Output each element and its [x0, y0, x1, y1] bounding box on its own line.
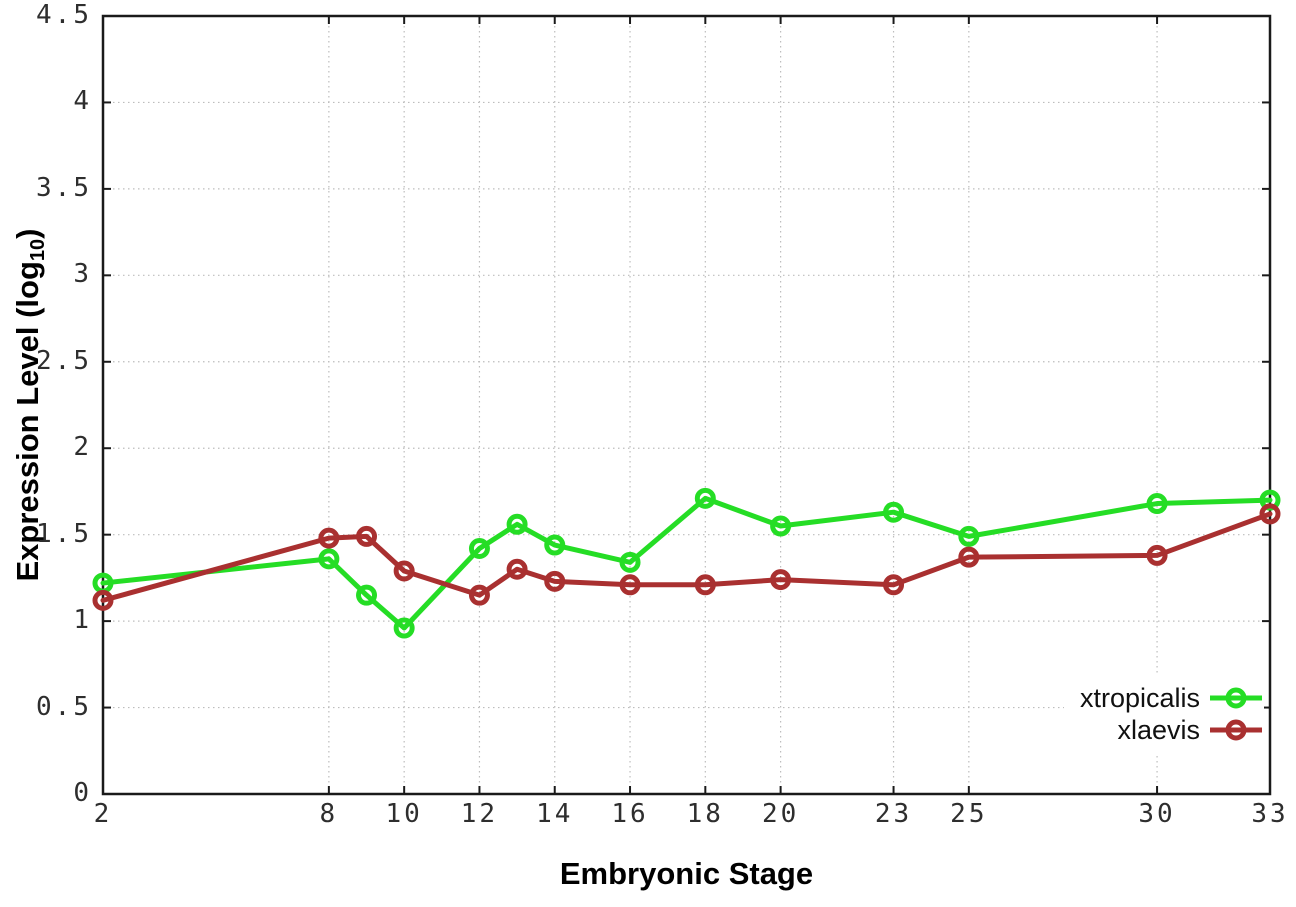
- x-tick-label: 33: [1251, 799, 1289, 829]
- y-tick-label: 3: [73, 259, 92, 290]
- legend: xtropicalis xlaevis: [1063, 681, 1264, 747]
- x-tick-label: 14: [536, 799, 574, 829]
- x-tick-label: 30: [1138, 799, 1176, 829]
- y-axis-title-subscript: 10: [27, 238, 49, 262]
- y-axis-title-suffix: ): [10, 228, 45, 239]
- x-tick-label: 10: [385, 799, 423, 829]
- x-tick-label: 2: [93, 799, 113, 829]
- x-tick-label: 20: [761, 799, 800, 829]
- y-tick-label: 0.5: [36, 691, 92, 722]
- x-tick-label: 18: [686, 799, 724, 829]
- x-tick-label: 23: [874, 799, 913, 829]
- line-point-marker-icon: [1210, 719, 1262, 741]
- y-tick-label: 3.5: [36, 172, 92, 203]
- legend-label: xlaevis: [1117, 714, 1200, 745]
- x-tick-label: 8: [319, 799, 339, 829]
- legend-item-xlaevis: xlaevis: [1080, 714, 1262, 746]
- x-tick-label: 12: [460, 799, 499, 829]
- y-tick-label: 4.5: [36, 0, 92, 30]
- y-tick-label: 4: [73, 86, 92, 117]
- y-tick-label: 0: [73, 778, 92, 808]
- x-tick-label: 25: [950, 799, 988, 829]
- x-axis-title: Embryonic Stage: [559, 856, 814, 891]
- line-point-marker-icon: [1210, 687, 1262, 709]
- x-tick-label: 16: [611, 799, 649, 829]
- y-tick-label: 1.5: [36, 518, 92, 549]
- y-tick-label: 2.5: [36, 345, 92, 376]
- y-tick-label: 1: [73, 605, 92, 636]
- legend-label: xtropicalis: [1079, 682, 1200, 713]
- legend-item-xtropicalis: xtropicalis: [1080, 682, 1262, 714]
- y-tick-label: 2: [73, 432, 92, 463]
